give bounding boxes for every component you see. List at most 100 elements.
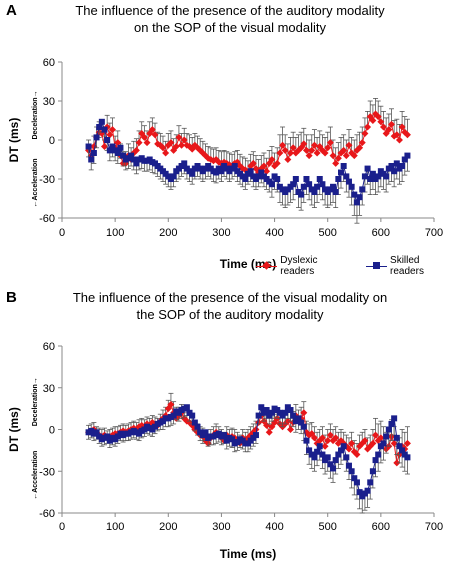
chart-b-skilled-point: [351, 475, 358, 482]
chart-a-x-label: Time (ms): [220, 257, 276, 271]
chart-a-y-tick-label: -60: [39, 213, 55, 225]
chart-a-x-tick-label: 300: [212, 227, 230, 239]
chart-a-skilled-point: [231, 163, 238, 169]
chart-a-skilled-point: [93, 134, 100, 141]
chart-b-skilled-point: [399, 447, 406, 454]
chart-a-skilled-point: [274, 176, 281, 182]
chart-a-skilled-point: [364, 165, 371, 172]
chart-a-skilled-point: [332, 189, 339, 195]
chart-a-dyslexic-point: [281, 146, 289, 154]
chart-a-dyslexic-point: [369, 117, 377, 124]
chart-b-y-tick-label: 0: [49, 425, 55, 437]
chart-b-dyslexic-point: [318, 434, 326, 442]
chart-b-skilled-point: [404, 454, 411, 461]
chart-a-dyslexic-point: [313, 149, 321, 157]
chart-b-skilled-point: [343, 454, 350, 461]
chart-b-skilled-point: [170, 412, 177, 419]
chart-a-skilled-point: [399, 163, 406, 169]
chart-a-dyslexic-point: [101, 143, 109, 150]
chart-b-dyslexic-point: [167, 400, 175, 408]
chart-a-skilled-point: [356, 194, 363, 201]
panel-b-title: The influence of the presence of the vis…: [20, 289, 440, 323]
chart-a-skilled-point: [170, 173, 177, 180]
chart-a-skilled-point: [133, 160, 140, 167]
chart-b-skilled-point: [104, 433, 111, 440]
chart-a-acceleration-label: ←Acceleration: [32, 158, 39, 207]
chart-b-dyslexic-point: [332, 434, 340, 442]
chart-b-skilled-point: [353, 479, 360, 486]
chart-a-skilled-point: [258, 169, 265, 176]
chart-a-skilled-point: [338, 169, 344, 176]
chart-b-skilled-point: [290, 412, 297, 419]
chart-a-dyslexic-point: [263, 167, 271, 175]
chart-a-dyslexic-point: [180, 136, 188, 144]
chart-a-dyslexic-point: [279, 141, 287, 149]
legend-dyslexic-label: Dyslexic readers: [280, 255, 318, 277]
chart-b-skilled-point: [367, 479, 374, 486]
chart-a-dyslexic-point: [345, 141, 353, 149]
chart-a-dyslexic-point: [284, 156, 292, 163]
chart-a-dyslexic-point: [380, 123, 388, 131]
chart-a-y-tick-label: -30: [39, 174, 55, 186]
chart-b-x-label: Time (ms): [220, 547, 276, 561]
chart-b-skilled-point: [300, 423, 307, 430]
chart-b-dyslexic-point: [372, 431, 380, 439]
chart-a-dyslexic-point: [385, 126, 393, 134]
chart-a-skilled-point: [189, 170, 196, 177]
chart-a-dyslexic-point: [329, 152, 337, 160]
chart-a-y-label: DT (ms): [7, 118, 21, 163]
chart-a-dyslexic-point: [148, 126, 156, 134]
chart-a-dyslexic-point: [249, 159, 257, 167]
chart-a-dyslexic-point: [300, 140, 308, 148]
chart-a-skilled-point: [306, 181, 313, 188]
chart-b-skilled-point: [375, 451, 382, 458]
chart-a-skilled-point: [85, 143, 92, 150]
chart-a-skilled-point: [114, 150, 121, 156]
chart-a-dyslexic-point: [175, 133, 183, 141]
chart-b-x-tick-label: 600: [372, 521, 390, 533]
chart-a-dyslexic-point: [308, 146, 316, 154]
legend-item-dyslexic: Dyslexic readers: [256, 255, 352, 277]
chart-a-dyslexic-point: [398, 123, 406, 131]
chart-a-skilled-point: [96, 124, 103, 130]
chart-b-dyslexic-point: [284, 417, 292, 425]
chart-b-skilled-point: [340, 443, 347, 450]
chart-b-skilled-point: [388, 420, 395, 427]
chart-a-skilled-point: [120, 152, 127, 159]
chart-b-skilled-point: [338, 447, 344, 454]
chart-b-skilled-point: [356, 489, 363, 496]
chart-a-skilled-point: [255, 173, 262, 180]
chart-b-skilled-point: [282, 409, 289, 416]
chart-a-dyslexic-point: [289, 144, 297, 152]
chart-a-dyslexic-point: [364, 123, 372, 131]
chart-a-skilled-point: [101, 126, 108, 133]
chart-b-skilled-point: [324, 454, 331, 461]
chart-b-skilled-point: [298, 419, 305, 426]
chart-a-skilled-point: [88, 156, 95, 163]
chart-b-dyslexic-point: [393, 459, 401, 467]
chart-b-skilled-point: [183, 404, 190, 411]
chart-a-skilled-point: [117, 144, 124, 151]
chart-a-dyslexic-point: [302, 146, 310, 154]
chart-a-skilled-point: [218, 168, 225, 175]
chart-a-dyslexic-point: [132, 146, 140, 154]
chart-a-dyslexic-point: [403, 131, 411, 139]
chart-b-dyslexic-point: [300, 409, 308, 417]
chart-b-skilled-point: [345, 462, 352, 469]
chart-a-skilled-point: [369, 170, 376, 177]
chart-a-dyslexic-point: [172, 143, 180, 150]
chart-a-y-tick-label: 30: [43, 96, 55, 108]
chart-a-skilled-point: [401, 156, 408, 163]
chart-a-skilled-point: [268, 181, 275, 188]
chart-a-dyslexic-point: [108, 126, 116, 134]
chart-a-dyslexic-point: [106, 131, 114, 139]
chart-a-dyslexic-point: [114, 139, 122, 147]
chart-a-skilled-point: [311, 189, 318, 195]
chart-b-y-tick-label: -60: [39, 508, 55, 520]
chart-a-x-tick-label: 600: [372, 227, 390, 239]
chart-a-dyslexic-point: [324, 144, 332, 152]
chart-a-dyslexic-point: [140, 133, 148, 141]
chart-a-skilled-point: [181, 160, 188, 167]
